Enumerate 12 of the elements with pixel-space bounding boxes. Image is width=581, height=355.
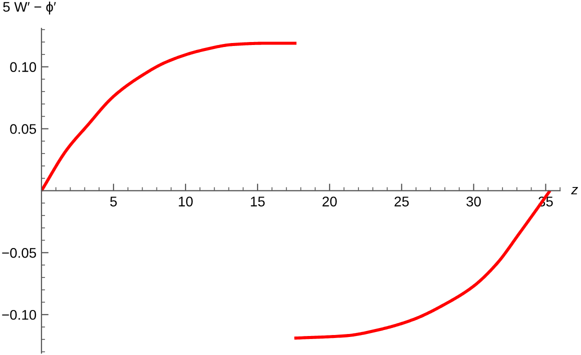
x-tick-label: 25 — [394, 196, 409, 206]
y-tick-label: −0.10 — [2, 310, 36, 320]
x-tick-label: 10 — [178, 196, 193, 206]
x-tick-label: 5 — [110, 196, 117, 206]
x-axis-title: z — [571, 186, 578, 194]
y-axis-title: 5 W′ − ϕ′ — [3, 2, 56, 15]
y-tick-label: 0.05 — [10, 124, 36, 134]
y-tick-label: 0.10 — [10, 62, 36, 72]
x-tick-label: 15 — [250, 196, 265, 206]
x-tick-label: 20 — [322, 196, 337, 206]
x-tick-label: 30 — [466, 196, 481, 206]
y-tick-label: −0.05 — [2, 248, 36, 258]
